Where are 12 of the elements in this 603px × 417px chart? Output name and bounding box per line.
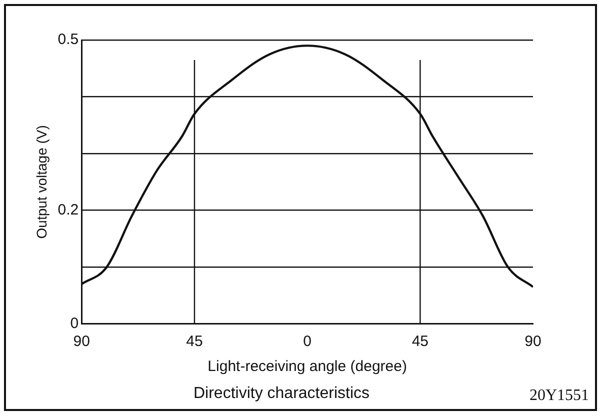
x-tick-label: 45 [412,332,429,350]
x-tick-label: 0 [303,332,312,350]
text: Directivity characteristics [193,384,370,402]
x-tick-label: 90 [524,332,542,350]
y-tick-label: 0.2 [58,201,79,218]
y-tick-label: 0 [70,314,79,332]
x-tick-label: 45 [186,332,203,350]
y-axis-title: Output voltage (V) [33,125,50,239]
y-tick-label: 0.5 [58,31,79,48]
x-tick-label: 90 [73,332,90,350]
text: 20Y1551 [529,387,589,405]
x-axis-title: Light-receiving angle (degree) [208,358,407,375]
